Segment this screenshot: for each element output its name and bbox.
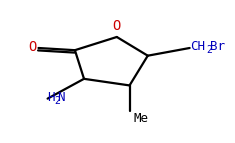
Text: Me: Me (133, 112, 148, 125)
Text: Br: Br (210, 40, 225, 53)
Text: 2: 2 (54, 96, 60, 106)
Text: O: O (28, 40, 37, 54)
Text: H: H (47, 91, 54, 104)
Text: O: O (113, 19, 121, 33)
Text: 2: 2 (206, 45, 212, 55)
Text: CH: CH (191, 40, 206, 53)
Text: N: N (58, 91, 65, 104)
